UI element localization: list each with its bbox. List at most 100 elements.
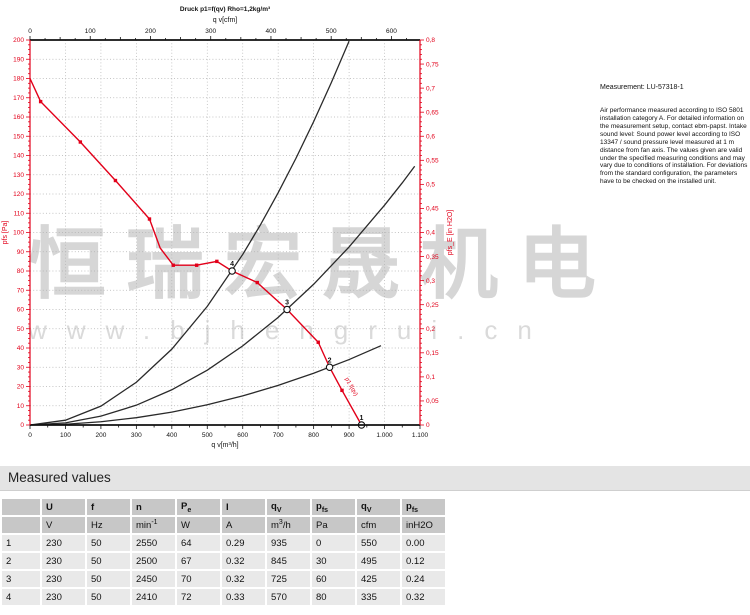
table-cell: 495 — [357, 553, 400, 569]
bottom-tick-label: 600 — [237, 432, 248, 439]
fan-curve-marker — [340, 388, 344, 393]
top-tick-label: 100 — [85, 28, 96, 35]
fan-curve-marker — [255, 280, 259, 285]
left-tick-label: 70 — [17, 287, 25, 294]
right-tick-label: 0,5 — [426, 182, 435, 189]
column-header: Pe — [177, 499, 220, 515]
table-cell: 570 — [267, 589, 310, 605]
left-tick-label: 120 — [13, 191, 24, 198]
table-cell: 2450 — [132, 571, 175, 587]
left-tick-label: 110 — [14, 210, 25, 217]
bottom-tick-label: 700 — [273, 432, 284, 439]
left-tick-label: 130 — [13, 172, 24, 179]
table-cell: 0.33 — [222, 589, 265, 605]
unit-header: A — [222, 517, 265, 533]
right-tick-label: 0,25 — [426, 302, 439, 309]
system-curve — [29, 345, 382, 426]
fan-curve-marker — [113, 178, 118, 183]
bottom-tick-label: 800 — [308, 432, 319, 439]
table-row: 4 230 50 2410 72 0.33 570 80 335 0.32 — [2, 589, 445, 605]
fan-curve-end-label: p1 f(qv) — [343, 377, 358, 398]
left-tick-label: 60 — [17, 307, 25, 314]
system-curve — [29, 165, 416, 426]
table-cell: 335 — [357, 589, 400, 605]
table-cell: 30 — [312, 553, 355, 569]
column-header — [2, 499, 40, 515]
left-tick-label: 10 — [17, 403, 25, 410]
column-header: U — [42, 499, 85, 515]
right-tick-label: 0,8 — [426, 37, 435, 44]
top-tick-label: 300 — [205, 28, 216, 35]
right-tick-label: 0,55 — [426, 158, 439, 165]
right-tick-label: 0,1 — [426, 374, 435, 381]
left-tick-label: 190 — [13, 56, 24, 63]
left-tick-label: 170 — [13, 95, 24, 102]
gridlines — [30, 40, 420, 425]
table-row: 3 230 50 2450 70 0.32 725 60 425 0.24 — [2, 571, 445, 587]
table-cell: 0 — [312, 535, 355, 551]
left-tick-label: 80 — [17, 268, 25, 275]
fan-curve-marker — [38, 99, 43, 104]
unit-header: Pa — [312, 517, 355, 533]
left-tick-label: 90 — [17, 249, 25, 256]
table-row: 1 230 50 2550 64 0.29 935 0 550 0.00 — [2, 535, 445, 551]
table-cell: 425 — [357, 571, 400, 587]
top-tick-label: 600 — [386, 28, 397, 35]
table-cell: 550 — [357, 535, 400, 551]
system-curve — [29, 40, 350, 426]
section-title: Measured values — [8, 470, 111, 485]
right-tick-label: 0,05 — [426, 398, 439, 405]
table-cell: 2 — [2, 553, 40, 569]
right-tick-label: 0,15 — [426, 350, 439, 357]
table-cell: 80 — [312, 589, 355, 605]
right-tick-label: 0,45 — [426, 206, 439, 213]
table-cell: 2500 — [132, 553, 175, 569]
right-tick-label: 0,3 — [426, 278, 435, 285]
operating-point — [283, 305, 291, 314]
table-cell: 0.00 — [402, 535, 445, 551]
left-axis-label: pfs [Pa] — [2, 221, 9, 245]
table-cell: 0.32 — [222, 553, 265, 569]
table-cell: 935 — [267, 535, 310, 551]
right-tick-label: 0,2 — [426, 326, 435, 333]
measurement-note-body: Air performance measured according to IS… — [600, 107, 748, 186]
top-axis-label: q v[cfm] — [213, 17, 238, 24]
operating-point-label: 1 — [360, 415, 364, 422]
table-cell: 230 — [42, 589, 85, 605]
top-tick-label: 400 — [266, 28, 277, 35]
unit-header: Hz — [87, 517, 130, 533]
table-cell: 230 — [42, 535, 85, 551]
left-tick-label: 100 — [13, 230, 24, 237]
right-axis-label: pfs_E [in H2O] — [447, 210, 454, 256]
column-header: n — [132, 499, 175, 515]
table-cell: 50 — [87, 535, 130, 551]
table-cell: 0.24 — [402, 571, 445, 587]
table-cell: 50 — [87, 589, 130, 605]
column-header: pfs — [402, 499, 445, 515]
unit-header: m3/h — [267, 517, 310, 533]
operating-point-label: 4 — [230, 261, 234, 268]
table-cell: 64 — [177, 535, 220, 551]
table-cell: 3 — [2, 571, 40, 587]
table-cell: 230 — [42, 553, 85, 569]
right-tick-label: 0,35 — [426, 254, 439, 261]
bottom-tick-label: 0 — [28, 432, 32, 439]
right-tick-label: 0 — [426, 422, 430, 429]
left-tick-label: 180 — [13, 76, 24, 83]
table-cell: 0.32 — [222, 571, 265, 587]
system-curves — [29, 40, 416, 426]
measurement-note: Measurement: LU-57318-1 Air performance … — [600, 84, 750, 186]
operating-points: 1 2 3 4 p1 f(qv) — [228, 261, 366, 429]
bottom-tick-label: 200 — [95, 432, 106, 439]
column-header: I — [222, 499, 265, 515]
left-tick-label: 140 — [13, 153, 24, 160]
right-tick-label: 0,7 — [426, 85, 435, 92]
chart-title: Druck p1=f(qv) Rho=1,2kg/m³ — [180, 6, 271, 13]
table-cell: 725 — [267, 571, 310, 587]
table-cell: 60 — [312, 571, 355, 587]
fan-curve-marker — [171, 263, 175, 267]
table-cell: 0.29 — [222, 535, 265, 551]
operating-point — [325, 363, 334, 371]
